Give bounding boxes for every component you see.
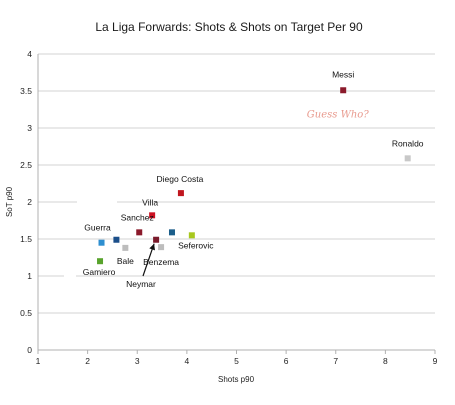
point-label-11: Seferovic bbox=[178, 240, 214, 250]
chart-decorations bbox=[64, 196, 117, 280]
data-point-8 bbox=[153, 236, 160, 243]
chart-title: La Liga Forwards: Shots & Shots on Targe… bbox=[95, 20, 363, 34]
data-point-7 bbox=[122, 244, 129, 251]
x-tick-label-1: 2 bbox=[85, 356, 90, 366]
point-label-9: Benzema bbox=[143, 257, 179, 267]
label-background bbox=[77, 196, 117, 204]
data-point-0 bbox=[340, 87, 347, 94]
point-label-2: Diego Costa bbox=[157, 174, 204, 184]
y-tick-label-3: 1.5 bbox=[20, 234, 32, 244]
point-label-7: Bale bbox=[117, 256, 134, 266]
x-tick-label-8: 9 bbox=[433, 356, 438, 366]
x-tick-label-7: 8 bbox=[383, 356, 388, 366]
data-point-11 bbox=[188, 232, 195, 239]
data-point-9 bbox=[158, 244, 165, 251]
x-tick-label-0: 1 bbox=[36, 356, 41, 366]
x-tick-label-3: 4 bbox=[185, 356, 190, 366]
y-tick-label-2: 1 bbox=[27, 271, 32, 281]
data-point-2 bbox=[177, 190, 184, 197]
y-tick-label-8: 4 bbox=[27, 49, 32, 59]
neymar-arrow-head bbox=[149, 243, 155, 251]
point-label-12: Gamiero bbox=[83, 267, 116, 277]
point-label-3: Villa bbox=[142, 197, 158, 207]
y-tick-label-6: 3 bbox=[27, 123, 32, 133]
data-point-6 bbox=[113, 236, 120, 243]
data-point-4 bbox=[136, 229, 143, 236]
annotation-0: Guess Who? bbox=[307, 110, 370, 121]
y-axis-label: SoT p90 bbox=[5, 186, 14, 217]
point-label-5: Guerra bbox=[84, 223, 111, 233]
point-label-0: Messi bbox=[332, 69, 354, 79]
x-tick-label-6: 7 bbox=[333, 356, 338, 366]
point-label-4: Sanchez bbox=[121, 212, 154, 222]
y-tick-label-4: 2 bbox=[27, 197, 32, 207]
data-points bbox=[97, 87, 411, 265]
y-tick-label-5: 2.5 bbox=[20, 160, 32, 170]
data-point-3 bbox=[149, 212, 156, 219]
x-tick-label-2: 3 bbox=[135, 356, 140, 366]
x-tick-label-4: 5 bbox=[234, 356, 239, 366]
data-point-12 bbox=[97, 258, 104, 265]
axes bbox=[37, 54, 436, 354]
label-background bbox=[64, 270, 76, 280]
y-tick-label-7: 3.5 bbox=[20, 86, 32, 96]
data-point-1 bbox=[404, 155, 411, 162]
point-label-1: Ronaldo bbox=[392, 138, 424, 148]
point-label-neymar: Neymar bbox=[126, 279, 156, 289]
point-labels: Messi Ronaldo Diego Costa Villa Sanchez Guerr… bbox=[83, 69, 424, 289]
y-tick-label-1: 0.5 bbox=[20, 308, 32, 318]
data-point-5 bbox=[98, 239, 105, 246]
y-tick-label-0: 0 bbox=[27, 345, 32, 355]
data-point-10 bbox=[168, 229, 175, 236]
x-tick-label-5: 6 bbox=[284, 356, 289, 366]
tick-labels: 0 0.5 1 1.5 2 2.5 3 3.5 4 1 2 3 4 5 6 7 8 9 bbox=[20, 49, 437, 366]
x-axis-label: Shots p90 bbox=[218, 375, 255, 384]
